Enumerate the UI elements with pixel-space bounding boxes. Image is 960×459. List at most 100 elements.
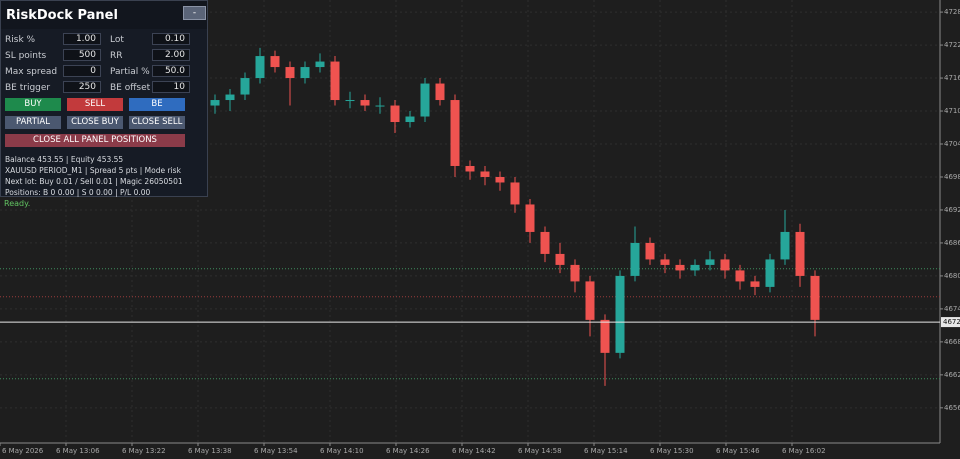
- candle-body: [810, 275, 820, 320]
- x-tick-label: 6 May 14:26: [386, 447, 430, 455]
- candle-body: [225, 94, 235, 101]
- field-label: Lot: [110, 35, 124, 45]
- action-button[interactable]: SELL: [67, 98, 123, 111]
- candle-body: [540, 231, 550, 254]
- candle-body: [765, 259, 775, 287]
- field-label: RR: [110, 51, 123, 61]
- x-tick-label: 6 May 15:46: [716, 447, 760, 455]
- x-tick-label: 6 May 16:02: [782, 447, 826, 455]
- field-label: SL points: [5, 51, 47, 61]
- candle-body: [750, 281, 760, 287]
- candle-body: [495, 176, 505, 183]
- field-input[interactable]: 0: [63, 65, 101, 77]
- current-price-box: [941, 317, 960, 328]
- minimize-button[interactable]: -: [183, 6, 206, 20]
- close-all-button[interactable]: CLOSE ALL PANEL POSITIONS: [5, 134, 185, 147]
- field-input[interactable]: 1.00: [63, 33, 101, 45]
- candle-body: [570, 264, 580, 282]
- candle-body: [270, 56, 280, 68]
- action-button[interactable]: BUY: [5, 98, 61, 111]
- candle-body: [285, 67, 295, 79]
- status-line: Balance 453.55 | Equity 453.55: [5, 155, 124, 164]
- x-tick-label: 6 May 13:38: [188, 447, 232, 455]
- candle-body: [555, 253, 565, 265]
- action-button[interactable]: CLOSE SELL: [129, 116, 185, 129]
- candle-body: [690, 264, 700, 271]
- candle-body: [705, 259, 715, 265]
- action-button[interactable]: CLOSE BUY: [67, 116, 123, 129]
- panel-title: RiskDock Panel: [6, 8, 118, 23]
- candle-body: [360, 100, 370, 106]
- y-tick-label: 4698: [944, 173, 960, 181]
- candle-body: [525, 204, 535, 232]
- candle-body: [795, 231, 805, 276]
- status-line: Positions: B 0 0.00 | S 0 0.00 | P/L 0.0…: [5, 188, 151, 197]
- y-tick-label: 4716: [944, 74, 960, 82]
- candle-body: [435, 83, 445, 101]
- candle-body: [450, 100, 460, 166]
- y-tick-label: 4656: [944, 404, 960, 412]
- y-tick-label: 4728: [944, 8, 960, 16]
- candle-body: [210, 100, 220, 106]
- y-tick-label: 4722: [944, 41, 960, 49]
- y-tick-label: 4704: [944, 140, 960, 148]
- y-tick-label: 4686: [944, 239, 960, 247]
- y-tick-label: 4692: [944, 206, 960, 214]
- candle-body: [240, 78, 250, 95]
- field-label: BE trigger: [5, 83, 51, 93]
- candle-body: [645, 242, 655, 260]
- x-tick-label: 6 May 13:54: [254, 447, 298, 455]
- field-label: Max spread: [5, 67, 58, 77]
- x-tick-label: 6 May 13:22: [122, 447, 166, 455]
- field-input[interactable]: 2.00: [152, 49, 190, 61]
- candle-body: [615, 275, 625, 353]
- y-tick-label: 4680: [944, 272, 960, 280]
- x-tick-label: 6 May 14:10: [320, 447, 364, 455]
- candle-body: [735, 270, 745, 282]
- candle-body: [720, 259, 730, 271]
- candle-body: [465, 165, 475, 172]
- candle-body: [345, 100, 355, 102]
- current-price-label: 4672: [943, 318, 960, 326]
- candle-body: [375, 105, 385, 107]
- status-ready: Ready.: [4, 199, 31, 208]
- status-line: Next lot: Buy 0.01 / Sell 0.01 | Magic 2…: [5, 177, 183, 186]
- field-input[interactable]: 250: [63, 81, 101, 93]
- candle-body: [330, 61, 340, 101]
- field-label: Partial %: [110, 67, 150, 77]
- field-input[interactable]: 50.0: [152, 65, 190, 77]
- candle-body: [675, 264, 685, 271]
- candle-body: [510, 182, 520, 205]
- action-button[interactable]: PARTIAL: [5, 116, 61, 129]
- panel-titlebar: RiskDock Panel -: [1, 1, 207, 29]
- candle-body: [600, 319, 610, 353]
- risk-panel: RiskDock Panel - Risk % 1.00 Lot 0.10 SL poi…: [0, 0, 208, 197]
- action-button[interactable]: BE: [129, 98, 185, 111]
- candle-body: [420, 83, 430, 117]
- y-tick-label: 4710: [944, 107, 960, 115]
- field-input[interactable]: 500: [63, 49, 101, 61]
- field-label: BE offset: [110, 83, 151, 93]
- x-tick-label: 6 May 2026: [2, 447, 44, 455]
- candle-body: [315, 61, 325, 68]
- candle-body: [390, 105, 400, 123]
- field-input[interactable]: 0.10: [152, 33, 190, 45]
- candle-body: [585, 281, 595, 320]
- x-tick-label: 6 May 14:42: [452, 447, 496, 455]
- field-input[interactable]: 10: [152, 81, 190, 93]
- candle-body: [405, 116, 415, 123]
- x-tick-label: 6 May 15:14: [584, 447, 628, 455]
- candle-body: [300, 67, 310, 79]
- candle-body: [780, 231, 790, 260]
- x-tick-label: 6 May 14:58: [518, 447, 562, 455]
- y-tick-label: 4674: [944, 305, 960, 313]
- candle-body: [480, 171, 490, 177]
- x-tick-label: 6 May 13:06: [56, 447, 100, 455]
- x-tick-label: 6 May 15:30: [650, 447, 694, 455]
- status-line: XAUUSD PERIOD_M1 | Spread 5 pts | Mode r…: [5, 166, 181, 175]
- candle-body: [660, 259, 670, 265]
- y-tick-label: 4668: [944, 338, 960, 346]
- candle-body: [630, 242, 640, 276]
- candle-body: [255, 56, 265, 79]
